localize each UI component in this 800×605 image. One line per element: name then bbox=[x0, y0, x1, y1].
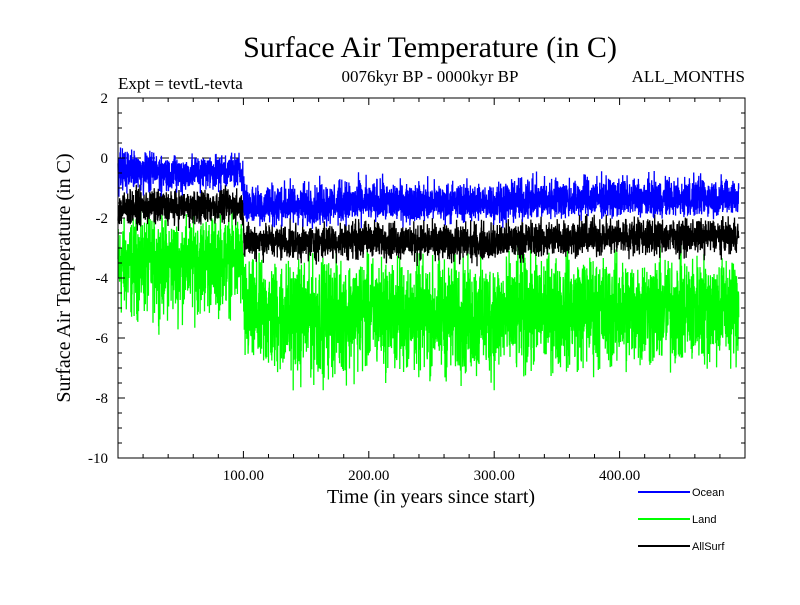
x-tick-label: 300.00 bbox=[474, 468, 515, 484]
series-line-land bbox=[117, 206, 740, 391]
y-tick-label: -10 bbox=[88, 451, 108, 467]
chart-subtitle-period: 0076kyr BP - 0000kyr BP bbox=[342, 67, 519, 86]
y-tick-label: -2 bbox=[96, 211, 109, 227]
series-line-allsurf bbox=[117, 184, 740, 267]
plot-area bbox=[117, 147, 745, 391]
legend-label-ocean: Ocean bbox=[692, 487, 724, 499]
legend: Ocean Land AllSurf bbox=[638, 487, 725, 553]
chart-subtitle-experiment: Expt = tevtL-tevta bbox=[118, 74, 243, 93]
chart-title: Surface Air Temperature (in C) bbox=[243, 31, 617, 64]
y-tick-label: 2 bbox=[101, 91, 109, 107]
x-tick-label: 200.00 bbox=[348, 468, 389, 484]
x-tick-label: 100.00 bbox=[223, 468, 264, 484]
x-axis-label: Time (in years since start) bbox=[327, 486, 535, 508]
series-line-ocean bbox=[117, 147, 740, 229]
axis-ticks: 2 0 -2 -4 -6 -8 -10 100.00 200.00 300.00 400.00 bbox=[88, 91, 745, 484]
y-axis-label: Surface Air Temperature (in C) bbox=[53, 153, 75, 402]
y-tick-label: -8 bbox=[96, 391, 109, 407]
legend-label-allsurf: AllSurf bbox=[692, 541, 725, 553]
legend-label-land: Land bbox=[692, 514, 716, 526]
x-tick-label: 400.00 bbox=[599, 468, 640, 484]
chart-subtitle-months: ALL_MONTHS bbox=[632, 67, 745, 86]
y-tick-label: 0 bbox=[101, 151, 109, 167]
y-tick-label: -6 bbox=[96, 331, 109, 347]
plot-frame bbox=[117, 97, 746, 459]
y-tick-label: -4 bbox=[96, 271, 109, 287]
